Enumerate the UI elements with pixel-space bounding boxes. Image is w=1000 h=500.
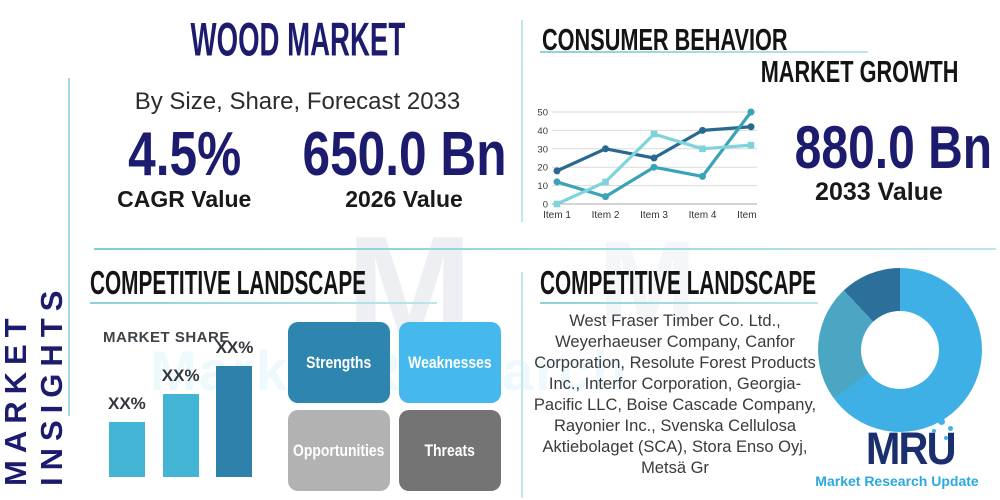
competitive-landscape-right-heading-text: COMPETITIVE LANDSCAPE	[540, 264, 817, 301]
logo-bubble-icon	[938, 418, 945, 425]
kpi-cagr-label: CAGR Value	[117, 186, 252, 212]
donut-hole	[861, 311, 939, 389]
competitive-landscape-right-underline	[540, 302, 818, 304]
svg-text:Item 3: Item 3	[640, 210, 668, 221]
bar-value-label: XX%	[215, 338, 254, 357]
page-subtitle: By Size, Share, Forecast 2033	[134, 88, 461, 115]
svg-text:20: 20	[537, 163, 548, 174]
competitive-landscape-left-heading-text: COMPETITIVE LANDSCAPE	[90, 264, 367, 301]
swot-cell: Threats	[399, 410, 501, 491]
bar-column: XX%	[108, 394, 146, 477]
consumer-behavior-underline	[540, 51, 868, 53]
logo-bubble-icon	[944, 436, 948, 440]
kpi-cagr: 4.5% CAGR Value	[92, 124, 277, 213]
mru-logo-text: MRU	[865, 423, 957, 474]
svg-text:Item 5: Item 5	[737, 210, 759, 221]
market-share-bar	[216, 366, 253, 477]
consumer-line-chart: 0 10 20 30 40 50 Item 1 Item 2 Item 3 Item 4 Item …	[537, 108, 759, 222]
kpi-2033: 880.0 Bn 2033 Value	[770, 118, 992, 207]
svg-text:Item 4: Item 4	[689, 210, 717, 221]
competitive-landscape-right-heading: COMPETITIVE LANDSCAPE	[540, 264, 978, 302]
kpi-2026: 650.0 Bn 2026 Value	[277, 124, 532, 213]
market-share-label: MARKET SHARE	[103, 329, 230, 346]
consumer-behavior-heading: CONSUMER BEHAVIOR	[542, 22, 893, 58]
watermark-letter-faint: M	[598, 217, 697, 349]
mru-logo-tagline: Market Research Update	[815, 473, 979, 489]
mru-logo: MRU	[850, 426, 970, 471]
svg-text:10: 10	[537, 181, 548, 192]
company-list: West Fraser Timber Co. Ltd., Weyerhaeuse…	[533, 312, 817, 477]
competitive-landscape-left-heading: COMPETITIVE LANDSCAPE	[90, 264, 528, 302]
market-share-bars: XX% XX% XX%	[108, 338, 253, 477]
market-growth-heading-text: MARKET GROWTH	[760, 54, 958, 89]
svg-text:30: 30	[537, 144, 548, 155]
svg-text:50: 50	[537, 108, 548, 119]
swot-cell: Strengths	[288, 322, 390, 403]
swot-weaknesses-label: Weaknesses	[408, 352, 492, 372]
swot-opportunities-label: Opportunities	[293, 440, 385, 460]
kpi-2026-value: 650.0 Bn	[302, 120, 507, 189]
bar-column: XX%	[215, 338, 254, 477]
page-title-text: WOOD MARKET	[190, 12, 405, 66]
kpi-2026-label: 2026 Value	[345, 186, 463, 212]
vertical-page-title: MARKET INSIGHTS	[0, 283, 69, 486]
svg-text:Item 1: Item 1	[543, 210, 571, 221]
donut-chart	[818, 268, 982, 432]
swot-strengths-label: Strengths	[306, 352, 372, 372]
market-growth-heading: MARKET GROWTH	[658, 54, 958, 90]
logo-bubble-icon	[948, 426, 953, 431]
bar-column: XX%	[162, 366, 200, 477]
vertical-accent-line	[68, 78, 70, 416]
swot-threats-label: Threats	[424, 440, 476, 460]
page-title: WOOD MARKET	[90, 12, 505, 66]
swot-cell: Opportunities	[288, 410, 390, 491]
bar-value-label: XX%	[161, 366, 200, 385]
market-share-bar	[108, 422, 145, 477]
consumer-behavior-heading-text: CONSUMER BEHAVIOR	[542, 22, 788, 57]
swot-grid: Strengths Weaknesses Opportunities Threa…	[288, 322, 501, 491]
bottom-vertical-divider	[521, 272, 523, 498]
market-share-bar	[162, 394, 199, 477]
swot-cell: Weaknesses	[399, 322, 501, 403]
svg-text:Item 2: Item 2	[592, 210, 620, 221]
competitive-landscape-left-underline	[90, 302, 437, 304]
kpi-row: 4.5% CAGR Value 650.0 Bn 2026 Value	[92, 124, 506, 213]
kpi-2033-label: 2033 Value	[815, 178, 943, 206]
bar-value-label: XX%	[108, 394, 146, 413]
middle-horizontal-divider	[94, 248, 996, 250]
logo-bubble-icon	[932, 429, 936, 433]
svg-text:0: 0	[543, 200, 548, 211]
kpi-cagr-value: 4.5%	[127, 120, 241, 189]
kpi-2033-value: 880.0 Bn	[794, 114, 993, 181]
top-vertical-divider	[521, 20, 523, 222]
svg-text:40: 40	[537, 126, 548, 137]
